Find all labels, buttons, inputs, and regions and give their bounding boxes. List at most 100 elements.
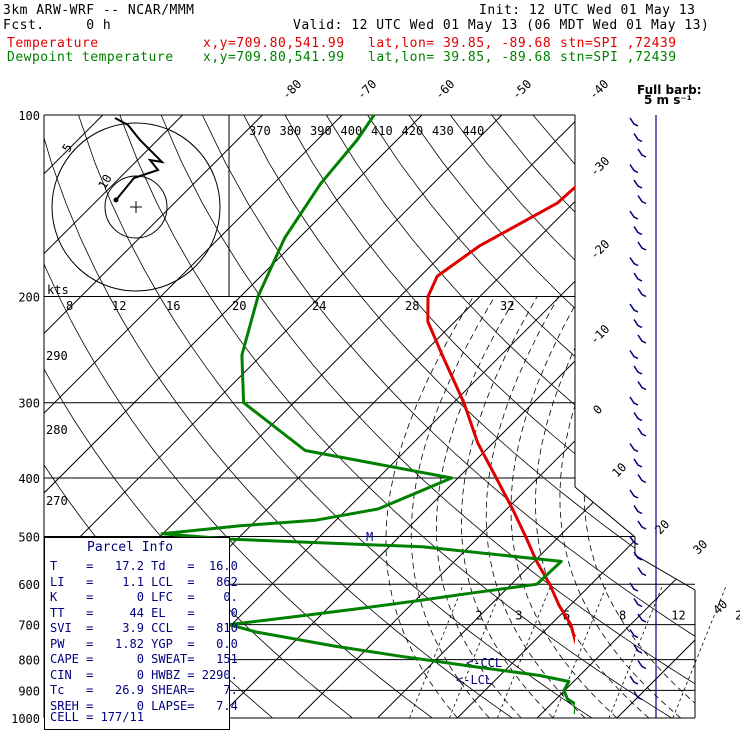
hodograph-trace — [114, 117, 165, 201]
isotherm-label: -80 — [279, 77, 304, 102]
isotherm-line — [44, 115, 503, 718]
mixing-ratio-label: 8 — [619, 609, 626, 623]
wind-barb — [637, 241, 647, 251]
dewpoint-legend-latlon: lat,lon= 39.85, -89.68 — [368, 50, 552, 65]
wind-barb — [629, 117, 639, 127]
dry-adiabat-line — [615, 115, 695, 718]
wind-barb — [629, 629, 639, 639]
pressure-tick-label: 700 — [18, 619, 40, 633]
hodograph-speed-label: 20 — [232, 299, 246, 313]
theta-label-left: 290 — [46, 349, 68, 363]
wind-barbs — [629, 115, 657, 718]
dry-adiabat-line — [202, 115, 695, 718]
wind-barb — [629, 257, 639, 267]
parcel-row: SVI = 3.9 CCL = 810 — [50, 621, 238, 635]
moist-adiabat-line — [535, 296, 650, 718]
wind-barb — [637, 381, 647, 391]
wind-barb — [633, 598, 643, 608]
isotherm-label: -70 — [354, 77, 379, 102]
hodograph-ring-label: 10 — [95, 172, 114, 192]
hodograph-speed-label: 12 — [112, 299, 126, 313]
forecast-hour: Fcst. 0 h — [3, 18, 112, 33]
dewpoint-legend-stn: stn=SPI ,72439 — [560, 50, 677, 65]
mixing-ratio-line — [608, 584, 664, 719]
dry-adiabat-line — [44, 115, 433, 718]
wind-barb — [637, 520, 647, 530]
mixing-ratio-line — [449, 584, 504, 719]
parcel-cell: CELL = 177/11 — [50, 710, 144, 724]
wind-barb — [633, 179, 643, 189]
mixing-ratio-label: 2 — [475, 609, 482, 623]
parcel-row: Tc = 26.9 SHEAR= 7. — [50, 683, 238, 697]
temperature-legend-latlon: lat,lon= 39.85, -89.68 — [368, 36, 552, 51]
temperature-line — [426, 185, 575, 645]
parcel-row: T = 17.2 Td = 16.0 — [50, 559, 238, 573]
annotation-label: M — [366, 530, 373, 544]
sounding-series — [160, 115, 575, 715]
wind-barb — [629, 582, 639, 592]
init-time: Init: 12 UTC Wed 01 May 13 — [479, 3, 696, 18]
dry-adiabat-line — [491, 115, 695, 718]
wind-barb — [637, 660, 647, 670]
isotherm-label: 0 — [590, 402, 605, 417]
isotherm-label: 10 — [609, 460, 629, 480]
wind-barb — [629, 443, 639, 453]
wind-barb — [629, 675, 639, 685]
hodograph-start-dot — [113, 197, 119, 203]
wind-barb — [629, 303, 639, 313]
model-title: 3km ARW-WRF -- NCAR/MMM — [3, 3, 195, 18]
temperature-legend-label: Temperature — [7, 36, 99, 51]
isotherm-line — [44, 115, 343, 718]
theta-label-left: 280 — [46, 423, 68, 437]
wind-barb — [629, 164, 639, 174]
dry-adiabat-line — [284, 115, 695, 718]
theta-label: 380 — [280, 124, 302, 138]
wind-barb — [629, 350, 639, 360]
mixing-ratio-label: 12 — [671, 609, 685, 623]
wind-barb — [633, 551, 643, 561]
parcel-row: PW = 1.82 YGP = 0.0 — [50, 636, 238, 651]
pressure-tick-label: 300 — [18, 397, 40, 411]
theta-label: 430 — [432, 124, 454, 138]
moist-adiabat-line — [485, 296, 586, 718]
moist-adiabat-line — [435, 296, 522, 718]
isotherm-line — [457, 115, 695, 718]
theta-label: 400 — [341, 124, 363, 138]
wind-barb — [633, 226, 643, 236]
theta-label: 370 — [249, 124, 271, 138]
wind-barb — [637, 288, 647, 298]
wind-barb — [633, 458, 643, 468]
isotherm-label: 20 — [652, 517, 672, 537]
pressure-tick-label: 800 — [18, 654, 40, 668]
wind-barb — [633, 365, 643, 375]
wind-barb — [637, 567, 647, 577]
parcel-row: CAPE = 0 SWEAT= 151 — [50, 652, 238, 666]
mixing-ratio-line — [496, 584, 552, 719]
mixing-ratio-line — [409, 584, 464, 719]
wind-barb — [637, 195, 647, 205]
isotherm-line — [44, 115, 183, 718]
mixing-ratio-label: 20 — [735, 609, 740, 623]
theta-label-left: 270 — [46, 494, 68, 508]
hodograph-speed-label: kts — [47, 283, 69, 297]
wind-barb — [633, 691, 643, 701]
theta-label: 410 — [371, 124, 393, 138]
moist-adiabat-line — [385, 296, 474, 718]
isotherm-label: -20 — [587, 237, 612, 262]
wind-barb — [637, 613, 647, 623]
pressure-tick-label: 600 — [18, 578, 40, 592]
hodograph-speed-label: 16 — [166, 299, 180, 313]
isotherm-label: -50 — [509, 77, 534, 102]
wind-barb — [633, 133, 643, 143]
moist-adiabat-line — [460, 296, 554, 718]
isotherm-line — [536, 115, 695, 718]
mixing-ratio-label: 3 — [515, 609, 522, 623]
wind-barb — [629, 396, 639, 406]
dewpoint-legend-xy: x,y=709.80,541.99 — [203, 50, 345, 65]
moist-adiabat-line — [583, 296, 695, 718]
pressure-tick-label: 200 — [18, 291, 40, 305]
theta-label: 420 — [402, 124, 424, 138]
pressure-tick-label: 500 — [18, 530, 40, 544]
hodograph-ring-inner — [104, 175, 168, 239]
moist-adiabat-line — [559, 296, 682, 718]
